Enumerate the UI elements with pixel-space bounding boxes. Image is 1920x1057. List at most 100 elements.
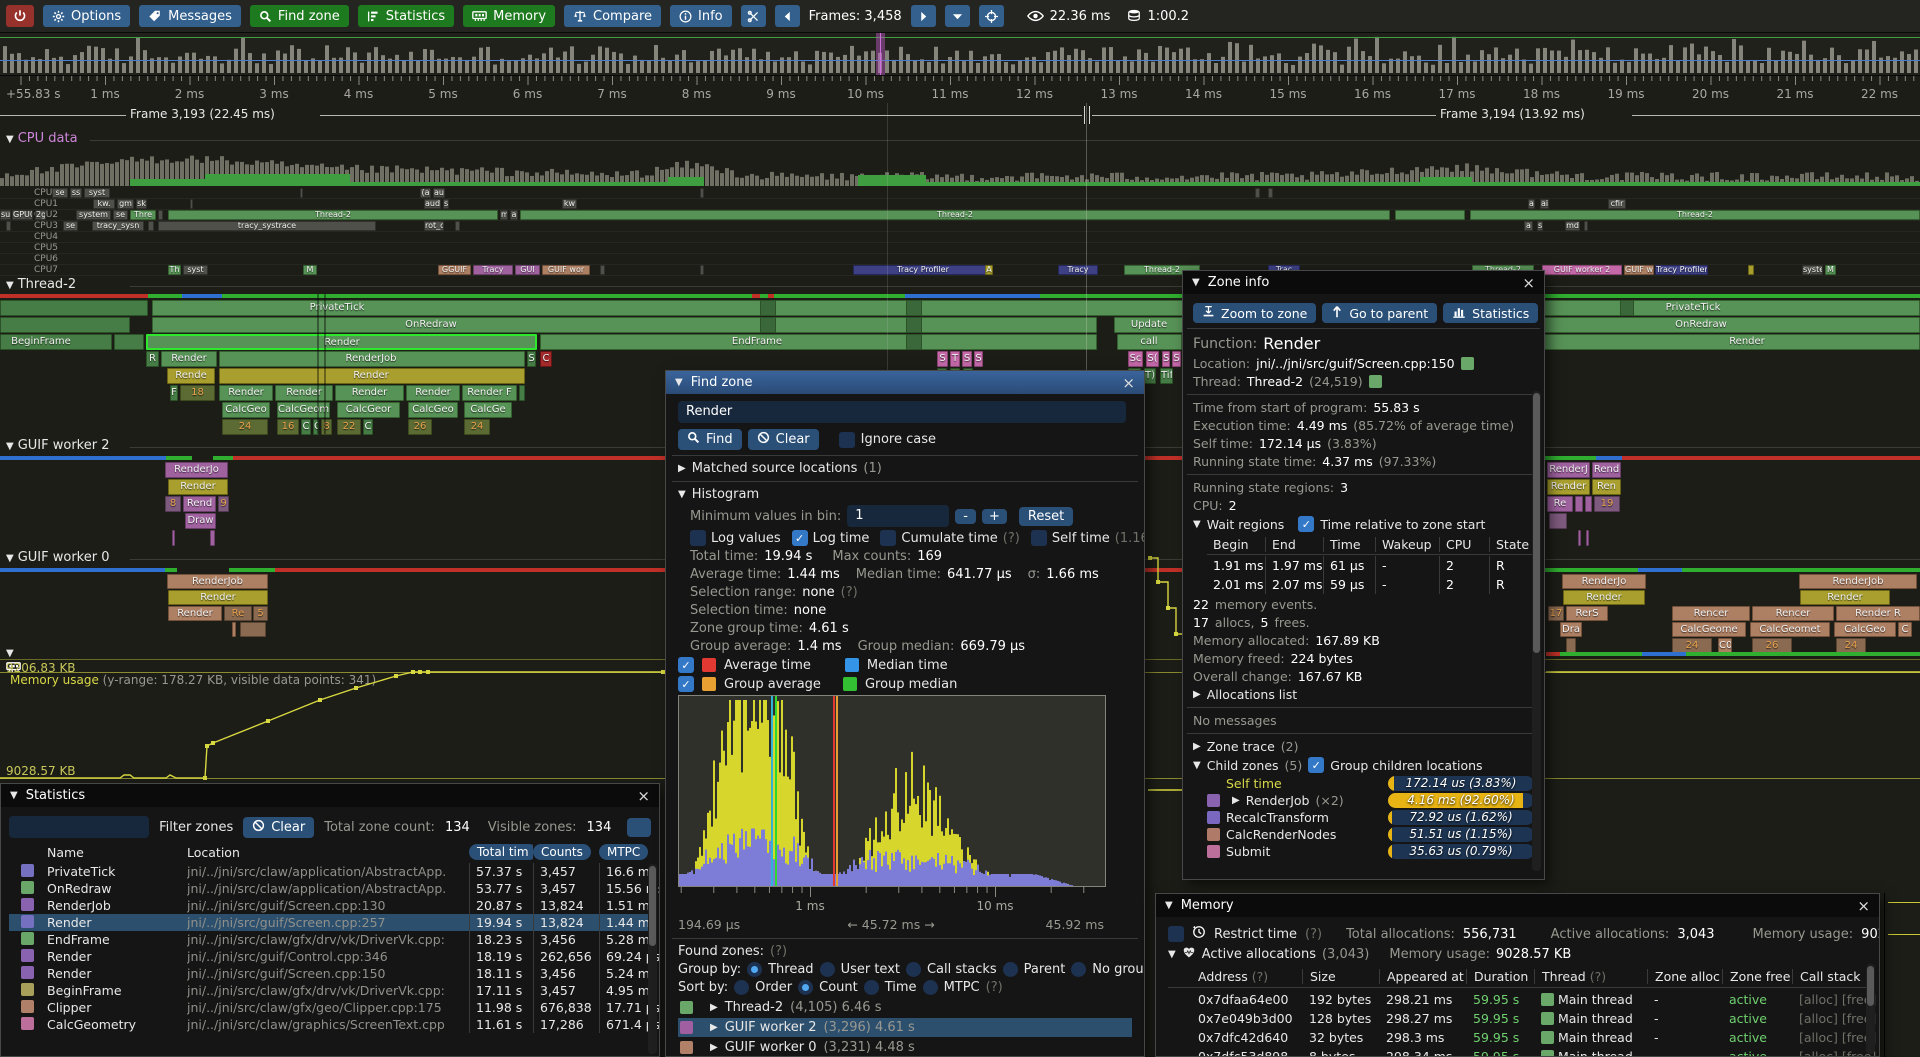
cpu-zone[interactable]: se <box>52 188 68 198</box>
statistics-row[interactable]: Render jni/../jni/src/guif/Control.cpp:34… <box>9 948 659 965</box>
timeline-zone[interactable]: CalcGeo <box>408 402 458 418</box>
group-by-radio[interactable] <box>819 962 835 977</box>
timeline-zone[interactable]: Rende <box>167 368 215 384</box>
cpu-zone[interactable]: GUIF wor <box>542 265 590 275</box>
zoom-to-zone-button[interactable]: Zoom to zone <box>1193 303 1317 323</box>
timeline-zone[interactable]: CalcGeome <box>1672 622 1746 637</box>
find-zone-button[interactable]: Find zone <box>249 5 349 27</box>
timeline-zone[interactable]: Rencer <box>1672 606 1750 621</box>
cpu-zone[interactable]: syste <box>1802 265 1823 275</box>
cpu-zone[interactable] <box>700 265 704 275</box>
zone-trace-toggle[interactable]: ▶ Zone trace (2) <box>1193 739 1299 754</box>
collapse-icon[interactable]: ▼ <box>675 377 683 388</box>
cpu-zone[interactable]: M <box>303 265 317 275</box>
show-group-checkbox[interactable]: ✓ <box>678 676 694 692</box>
cpu-zone[interactable]: ss <box>70 188 82 198</box>
allocation-row[interactable]: 0x7dfc53d898 8 bytes 298.34 ms 59.95 s Mai… <box>1168 1047 1876 1056</box>
timeline-zone[interactable]: S <box>962 351 972 367</box>
timeline-zone[interactable]: Rend <box>1592 462 1621 478</box>
col-counts[interactable]: Counts <box>533 844 591 860</box>
child-zone-row[interactable]: RecalcTransform 72.92 us (1.62%) <box>1193 810 1534 825</box>
cpu-zone[interactable]: (a <box>420 188 431 198</box>
statistics-row[interactable]: OnRedraw jni/../jni/src/claw/application/… <box>9 880 659 897</box>
timeline-zone[interactable]: Rend <box>183 496 216 512</box>
timeline-zone[interactable]: S <box>1162 351 1170 367</box>
cpu-zone[interactable] <box>1268 188 1273 198</box>
cumulate-time-checkbox[interactable] <box>880 530 897 546</box>
cpu-zone[interactable]: GUI <box>515 265 540 275</box>
timeline-zone[interactable]: 9 <box>218 496 229 512</box>
timeline-zone[interactable] <box>1549 513 1567 529</box>
timeline-zone[interactable]: Render <box>1547 479 1590 495</box>
timeline-zone[interactable]: C <box>1898 622 1912 637</box>
cpu-zone[interactable]: GPU0 <box>12 210 33 220</box>
timeline-zone[interactable]: CalcGe <box>464 402 512 418</box>
clipped-button[interactable] <box>627 817 651 837</box>
statistics-row[interactable]: Render jni/../jni/src/guif/Screen.cpp:150… <box>9 965 657 982</box>
timeline-zone[interactable]: 8 <box>165 496 181 512</box>
child-zone-row[interactable]: Self time 172.14 us (3.83%) <box>1193 776 1534 791</box>
timeline-zone[interactable]: C <box>363 419 373 435</box>
timeline-zone[interactable]: S <box>974 351 983 367</box>
allocation-row[interactable]: 0x7e049b3d00 128 bytes 298.27 ms 59.95 s M… <box>1198 1011 1877 1026</box>
timeline-zone[interactable]: Render <box>161 351 217 367</box>
wait-regions-toggle[interactable]: ▼ Wait regions ✓ Time relative to zone sta… <box>1193 516 1486 532</box>
histogram-toggle[interactable]: ▼ Histogram <box>678 487 760 502</box>
timeline-zone[interactable]: RenderJo <box>165 462 228 478</box>
timeline-zone[interactable]: RenderJo <box>1562 574 1646 589</box>
cpu-zone[interactable]: aud <box>424 199 441 209</box>
cpu-zone[interactable]: syst <box>84 188 110 198</box>
timeline-zone[interactable]: 8 <box>321 419 332 435</box>
thread-section-header[interactable]: ▼ GUIF worker 2 <box>6 438 110 453</box>
collapse-icon[interactable]: ▼ <box>10 790 18 801</box>
statistics-scrollbar[interactable] <box>648 864 657 1054</box>
timeline-zone[interactable]: Re <box>224 606 252 621</box>
cpu-zone[interactable] <box>455 221 460 231</box>
cpu-zone[interactable]: system <box>76 210 111 220</box>
cpu-zone[interactable] <box>600 265 605 275</box>
timeline-zone[interactable]: Re <box>1547 496 1573 512</box>
find-zone-titlebar[interactable]: ▼ Find zone × <box>666 371 1144 394</box>
time-ruler[interactable]: +55.83 s 1 ms 2 ms 3 ms 4 ms 5 ms 6 ms 7 ms 8 ms… <box>0 76 1920 103</box>
timeline-zone[interactable]: C <box>540 351 552 367</box>
memory-usage-section-header[interactable]: ▼ Memory usage (y-range: 178.27 KB, visib… <box>6 648 377 687</box>
compare-button[interactable]: Compare <box>564 5 662 27</box>
timeline-zone[interactable]: Update <box>1114 317 1185 333</box>
active-allocations-toggle[interactable]: ▼ Active allocations (3,043) Memory usage… <box>1168 947 1572 962</box>
options-button[interactable]: Options <box>43 5 131 27</box>
cpu-zone[interactable]: kw <box>562 199 577 209</box>
group-by-radio[interactable] <box>747 962 763 977</box>
statistics-row[interactable]: BeginFrame jni/../jni/src/claw/gfx/drv/vk… <box>9 982 657 999</box>
timeline-zone[interactable]: Render <box>1800 590 1890 605</box>
cpu-zone[interactable]: m <box>500 210 508 220</box>
cpu-zone[interactable]: rot_d <box>424 221 444 231</box>
cpu-zone[interactable]: Thread-2 <box>1470 210 1920 220</box>
group-by-radio[interactable] <box>905 962 921 977</box>
col-mtpc[interactable]: MTPC <box>599 844 649 860</box>
log-time-checkbox[interactable]: ✓ <box>791 530 808 546</box>
timeline-zone[interactable]: EndFrame <box>540 334 1097 350</box>
cpu-zone[interactable]: ai <box>1540 199 1549 209</box>
close-icon[interactable]: × <box>1522 273 1535 292</box>
find-zone-query-input[interactable]: Render <box>678 401 1126 423</box>
timeline-zone[interactable] <box>210 530 215 546</box>
timeline-zone[interactable]: C <box>301 419 311 435</box>
cpu-zone[interactable]: se <box>113 210 128 220</box>
timeline-zone[interactable] <box>0 317 130 333</box>
timeline-zone[interactable]: CalcGeo <box>222 402 270 418</box>
timeline-zone[interactable] <box>906 334 922 350</box>
timeline-zone[interactable]: R <box>146 351 159 367</box>
cpu-zone[interactable]: a <box>1528 199 1535 209</box>
timeline-zone[interactable]: Ren <box>1592 479 1621 495</box>
timeline-zone[interactable]: Render F <box>462 385 517 401</box>
find-button[interactable]: Find <box>678 429 742 450</box>
go-to-parent-button[interactable]: Go to parent <box>1322 303 1438 323</box>
timeline-zone[interactable] <box>1578 530 1581 546</box>
timeline-zone[interactable]: S <box>527 351 536 367</box>
messages-button[interactable]: Messages <box>139 5 241 27</box>
sort-by-radio[interactable] <box>798 980 814 995</box>
min-bin-input[interactable]: 1 <box>847 505 950 527</box>
timeline-zone[interactable]: Render <box>219 368 525 384</box>
timeline-zone[interactable]: CalcGeor <box>337 402 400 418</box>
statistics-row[interactable]: Clipper jni/../jni/src/claw/gfx/geo/Clipp… <box>9 999 659 1016</box>
